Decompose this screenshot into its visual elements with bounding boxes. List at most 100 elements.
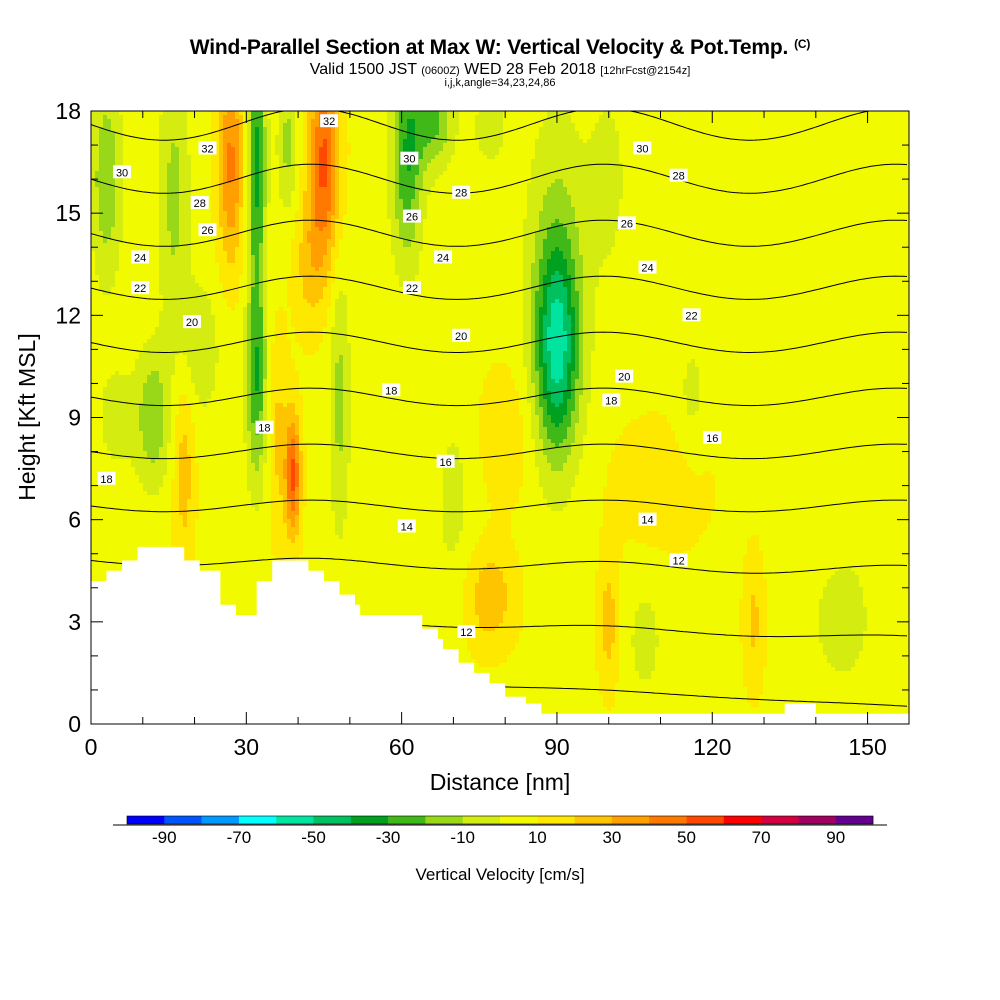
contour-label-text: 30 [636,143,648,155]
contour-label: 18 [255,421,273,435]
colorbar-swatch [202,816,240,824]
contour-label-text: 30 [116,167,128,179]
colorbar-swatch [798,816,836,824]
contour-label: 22 [403,281,421,295]
contour-label-text: 28 [455,188,467,200]
contour-label-text: 12 [672,556,684,568]
contour-label: 12 [457,625,475,639]
contour-label: 28 [452,186,470,200]
contour-label-text: 16 [706,433,718,445]
contour-label: 32 [198,141,216,155]
colorbar-tick-label: 90 [826,828,845,847]
y-tick-label: 12 [55,302,81,328]
contour-label: 16 [703,431,721,445]
colorbar-swatch [164,816,202,824]
contour-label-text: 24 [437,252,449,264]
contour-label-text: 22 [134,283,146,295]
y-axis-label: Height [Kft MSL] [14,333,40,500]
colorbar-swatch [127,816,165,824]
colorbar-swatch [425,816,463,824]
contour-label-text: 20 [455,331,467,343]
x-axis-label: Distance [nm] [430,769,571,795]
contour-label: 24 [434,250,452,264]
contour-label: 28 [670,169,688,183]
contour-label: 26 [618,216,636,230]
x-tick-label: 90 [544,734,570,760]
colorbar-swatch [351,816,389,824]
y-tick-label: 18 [55,98,81,124]
colorbar-label: Vertical Velocity [cm/s] [415,865,584,884]
contour-label-text: 24 [134,252,146,264]
contour-label-text: 26 [406,212,418,224]
contour-label-text: 18 [605,395,617,407]
x-tick-label: 0 [85,734,98,760]
contour-label-text: 12 [460,627,472,639]
contour-label: 24 [131,250,149,264]
contour-label-text: 20 [618,372,630,384]
y-tick-label: 3 [68,609,81,635]
contour-label: 26 [403,210,421,224]
colorbar-swatch [612,816,650,824]
contour-label: 14 [639,513,657,527]
colorbar-swatch [537,816,575,824]
contour-label-text: 28 [194,198,206,210]
contour-label: 22 [131,281,149,295]
contour-label-text: 20 [186,317,198,329]
colorbar-swatch [761,816,799,824]
contour-label-text: 24 [641,263,653,275]
colorbar-swatch [687,816,725,824]
contour-label-text: 26 [621,218,633,230]
colorbar-swatch [500,816,538,824]
contour-label: 30 [113,165,131,179]
colorbar-tick-label: -70 [227,828,252,847]
x-tick-label: 150 [848,734,886,760]
contour-label-text: 22 [685,310,697,322]
colorbar-tick-label: 10 [528,828,547,847]
colorbar-swatch [276,816,314,824]
contour-label-text: 22 [406,283,418,295]
x-tick-label: 60 [389,734,415,760]
colorbar-swatch [649,816,687,824]
contour-label-text: 26 [201,225,213,237]
contour-label: 16 [437,455,455,469]
contour-label-text: 32 [201,143,213,155]
colorbar-tick-label: -30 [376,828,401,847]
y-tick-label: 15 [55,200,81,226]
y-tick-label: 6 [68,507,81,533]
colorbar-swatch [239,816,277,824]
contour-label-text: 14 [641,515,653,527]
colorbar-tick-label: 30 [602,828,621,847]
contour-label-text: 18 [100,474,112,486]
x-tick-label: 120 [693,734,731,760]
contour-label-text: 16 [440,457,452,469]
contour-label: 20 [452,329,470,343]
x-tick-label: 30 [234,734,260,760]
contour-label: 26 [198,223,216,237]
contour-label: 18 [602,393,620,407]
contour-label-text: 14 [401,521,413,533]
contour-label-text: 28 [672,171,684,183]
colorbar-tick-label: 50 [677,828,696,847]
colorbar-tick-label: -10 [450,828,475,847]
contour-label: 30 [633,141,651,155]
contour-label: 12 [670,554,688,568]
colorbar-swatch [388,816,426,824]
colorbar-swatch [463,816,501,824]
colorbar-swatch [836,816,874,824]
contour-label: 18 [382,383,400,397]
colorbar-tick-label: 70 [752,828,771,847]
y-tick-label: 9 [68,405,81,431]
contour-label: 20 [615,370,633,384]
contour-label: 20 [183,315,201,329]
contour-label: 32 [320,114,338,128]
contour-label: 18 [98,472,116,486]
contour-label: 30 [400,152,418,166]
contour-label: 14 [398,519,416,533]
contour-label: 22 [683,308,701,322]
colorbar: -90 -70 -50 -30 -10 10 30 50 70 90 [113,816,887,847]
colorbar-tick-label: -50 [301,828,326,847]
contour-label: 28 [191,196,209,210]
contour-label: 24 [639,261,657,275]
y-tick-label: 0 [68,711,81,737]
colorbar-tick-label: -90 [152,828,177,847]
